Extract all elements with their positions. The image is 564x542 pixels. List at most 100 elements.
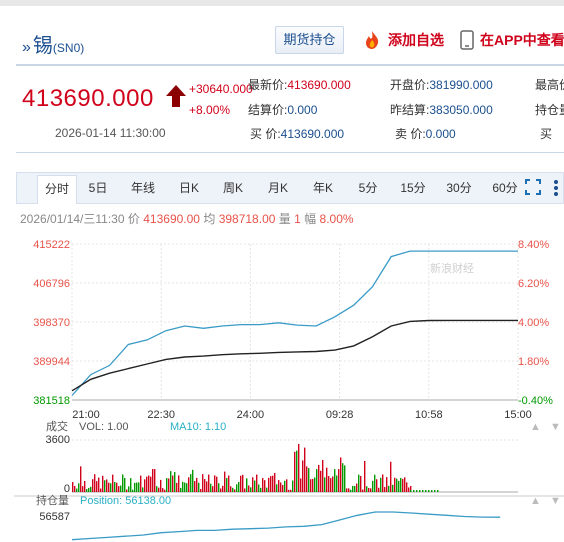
volume-bar [422,490,424,492]
intraday-chart[interactable]: 新浪财经 415222 406796 398370 389944 381518 8.40%… [0,230,564,542]
quote-field-bid: 买 价:413690.000 [250,127,345,141]
volume-bar [78,483,80,492]
volume-bar [228,475,230,492]
volume-bar [260,487,262,492]
info-price-label: 价 [127,212,140,226]
tab-15min[interactable]: 15分 [400,181,426,195]
percent-axis-tick: 4.00% [518,317,549,329]
more-menu-icon[interactable] [553,179,559,197]
volume-bar [106,479,108,492]
price-axis-tick: 415222 [33,239,70,251]
tab-daily-k[interactable]: 日K [178,181,199,195]
tab-year-line[interactable]: 年线 [130,181,155,195]
volume-bar [84,480,86,492]
position-button[interactable]: 期货持仓 [275,26,344,54]
volume-bar [248,485,250,492]
position-line [71,511,501,541]
position-down-icon[interactable]: ▼ [550,495,561,507]
watermark: 新浪财经 [430,261,474,275]
volume-bar [210,483,212,492]
volume-bar [148,475,150,492]
volume-bar [156,486,158,492]
volume-bar [394,477,396,492]
volume-bar [244,488,246,492]
volume-bar [208,474,210,492]
volume-bar [126,489,128,492]
volume-bar [218,483,220,492]
tab-5day[interactable]: 5日 [88,181,108,195]
volume-bar [134,482,136,492]
symbol-mark: » [22,39,31,56]
view-in-app-button[interactable]: 在APP中查看 [460,30,564,50]
volume-up-icon[interactable]: ▲ [530,421,541,433]
volume-bar [336,475,338,492]
volume-bar [136,482,138,492]
volume-bar [178,475,180,492]
volume-bar [384,487,386,492]
add-favorite-button[interactable]: 添加自选 [362,30,444,50]
volume-bar [406,482,408,492]
fire-icon [366,31,379,49]
tab-60min[interactable]: 60分 [492,181,518,195]
volume-bar [234,489,236,492]
volume-bar [398,480,400,492]
tab-5min[interactable]: 5分 [358,181,378,195]
time-axis-tick: 10:58 [415,409,443,421]
info-amp-label: 幅 [304,212,317,226]
volume-bar [298,444,300,492]
volume-max-tick: 3600 [46,434,70,446]
volume-bar [224,471,226,492]
position-tick: 56587 [39,511,70,523]
position-label: Position: 56138.00 [80,495,171,507]
volume-bar [164,489,166,492]
volume-bar [428,490,430,492]
volume-bar [342,463,344,492]
volume-bar [152,468,154,492]
tab-intraday[interactable]: 分时 [37,175,77,204]
volume-bar [236,484,238,492]
percent-axis-tick: 1.80% [518,356,549,368]
volume-bar [356,483,358,492]
position-up-icon[interactable]: ▲ [530,495,541,507]
volume-bar [140,475,142,492]
volume-bar [274,472,276,492]
time-axis-tick: 22:30 [147,409,175,421]
volume-down-icon[interactable]: ▼ [550,421,561,433]
volume-bar [350,489,352,492]
instrument-code: (SN0) [52,41,85,55]
volume-bar [306,466,308,492]
volume-bar [324,477,326,492]
tab-weekly-k[interactable]: 周K [222,181,243,195]
volume-bar [238,482,240,492]
tab-monthly-k[interactable]: 月K [267,181,288,195]
volume-bar [100,488,102,492]
tab-yearly-k[interactable]: 年K [312,181,333,195]
change-value: +30640.000 [189,82,253,96]
volume-bar [88,487,90,492]
fullscreen-icon[interactable] [525,179,541,195]
volume-bar [360,476,362,492]
info-date: 2026/01/14/三11:30 [20,212,125,226]
tab-30min[interactable]: 30分 [446,181,472,195]
volume-bar [408,487,410,492]
volume-bar [206,481,208,492]
volume-bar [82,486,84,492]
volume-bar [104,480,106,492]
quote-field-last: 最新价:413690.000 [248,78,351,92]
volume-bar [286,479,288,492]
volume-bar [94,474,96,492]
position-title: 持仓量 [36,493,69,507]
volume-bar [358,474,360,492]
info-vol-label: 量 [278,212,291,226]
volume-bar [372,480,374,492]
volume-bar [186,483,188,492]
volume-bar [425,490,427,492]
volume-bar [276,484,278,492]
volume-bar [268,477,270,492]
volume-bar [142,487,144,492]
volume-bar [108,482,110,492]
volume-bar [232,487,234,492]
change-percent: +8.00% [189,103,231,117]
volume-bar [160,479,162,492]
volume-bar [114,481,116,492]
